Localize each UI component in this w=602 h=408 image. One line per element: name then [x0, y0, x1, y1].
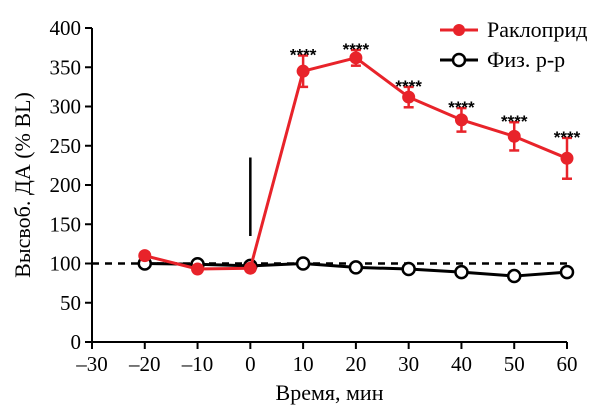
x-tick-label: –10 — [181, 352, 214, 376]
data-point — [243, 261, 257, 275]
data-point — [191, 262, 205, 276]
y-tick-label: 200 — [50, 173, 82, 197]
x-tick-label: –20 — [128, 352, 161, 376]
data-point — [560, 151, 574, 165]
data-point — [402, 90, 416, 104]
x-tick-label: 30 — [398, 352, 419, 376]
legend-item: Физ. р-р — [440, 47, 565, 72]
x-tick-label: 40 — [451, 352, 472, 376]
y-tick-label: 350 — [50, 55, 82, 79]
legend-marker — [451, 52, 467, 68]
significance-label: **** — [554, 128, 581, 147]
y-tick-label: 0 — [71, 330, 82, 354]
data-point — [506, 268, 522, 284]
x-tick-label: 0 — [245, 352, 256, 376]
y-tick-label: 300 — [50, 95, 82, 119]
y-tick-label: 50 — [60, 291, 81, 315]
x-axis-title: Время, мин — [276, 380, 384, 405]
significance-label: **** — [290, 45, 317, 64]
data-point — [559, 264, 575, 280]
significance-label: **** — [501, 112, 528, 131]
data-point — [295, 256, 311, 271]
data-point — [138, 249, 152, 263]
legend-label: Раклоприд — [487, 17, 587, 42]
x-tick-label: 10 — [293, 352, 314, 376]
y-tick-label: 400 — [50, 16, 82, 40]
x-tick-label: 50 — [504, 352, 525, 376]
series-line — [144, 56, 568, 271]
data-point — [454, 113, 468, 127]
legend-item: Раклоприд — [440, 17, 587, 42]
significance-label: **** — [395, 77, 422, 96]
y-tick-label: 250 — [50, 134, 82, 158]
data-point — [348, 260, 364, 275]
y-tick-label: 100 — [50, 252, 82, 276]
series-layer — [137, 48, 575, 284]
series-0 — [138, 48, 574, 276]
baseline-layer — [92, 157, 567, 265]
annotations-layer: **** **** **** **** **** **** — [290, 40, 581, 147]
axes: 0 50 100 150 200 250 300 350 400 –30 –20 –10 0 10 20 30… — [10, 16, 578, 405]
legend: Раклоприд Физ. р-р — [440, 17, 587, 72]
x-tick-label: –30 — [75, 352, 108, 376]
significance-label: **** — [448, 98, 475, 117]
data-point — [296, 64, 310, 78]
x-tick-label: 20 — [345, 352, 366, 376]
data-point — [507, 129, 521, 143]
x-tick-label: 60 — [557, 352, 578, 376]
data-point — [454, 264, 469, 280]
y-tick-label: 150 — [50, 212, 82, 236]
data-point — [401, 261, 416, 277]
data-point — [349, 51, 363, 65]
significance-label: **** — [343, 40, 370, 59]
legend-label: Физ. р-р — [487, 47, 565, 72]
y-axis-title: Высвоб. ДА (% BL) — [10, 92, 35, 278]
legend-marker — [453, 24, 465, 36]
